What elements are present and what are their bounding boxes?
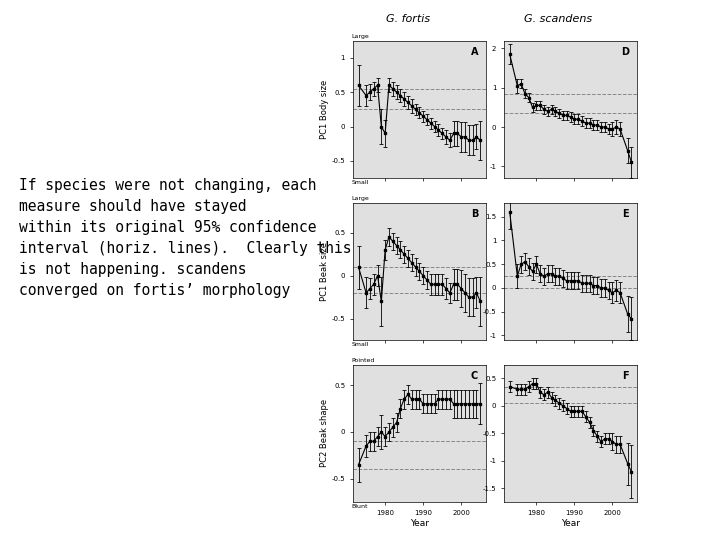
Text: G. fortis: G. fortis <box>386 14 431 24</box>
Text: Blunt: Blunt <box>351 504 368 509</box>
X-axis label: Year: Year <box>410 518 429 528</box>
Y-axis label: PC1 Body size: PC1 Body size <box>320 80 329 139</box>
Text: Small: Small <box>351 180 369 185</box>
Y-axis label: PC1 Beak size: PC1 Beak size <box>320 242 329 301</box>
Text: Small: Small <box>351 342 369 347</box>
Text: B: B <box>471 210 478 219</box>
Y-axis label: PC2 Beak shape: PC2 Beak shape <box>320 399 329 468</box>
Text: D: D <box>621 48 629 57</box>
X-axis label: Year: Year <box>561 518 580 528</box>
Text: If species were not changing, each
measure should have stayed
within its origina: If species were not changing, each measu… <box>19 178 351 298</box>
Text: C: C <box>471 372 478 381</box>
Text: F: F <box>623 372 629 381</box>
Text: Large: Large <box>351 34 369 39</box>
Text: A: A <box>470 48 478 57</box>
Text: E: E <box>623 210 629 219</box>
Text: G. scandens: G. scandens <box>524 14 592 24</box>
Text: Large: Large <box>351 196 369 201</box>
Text: Pointed: Pointed <box>351 358 375 363</box>
